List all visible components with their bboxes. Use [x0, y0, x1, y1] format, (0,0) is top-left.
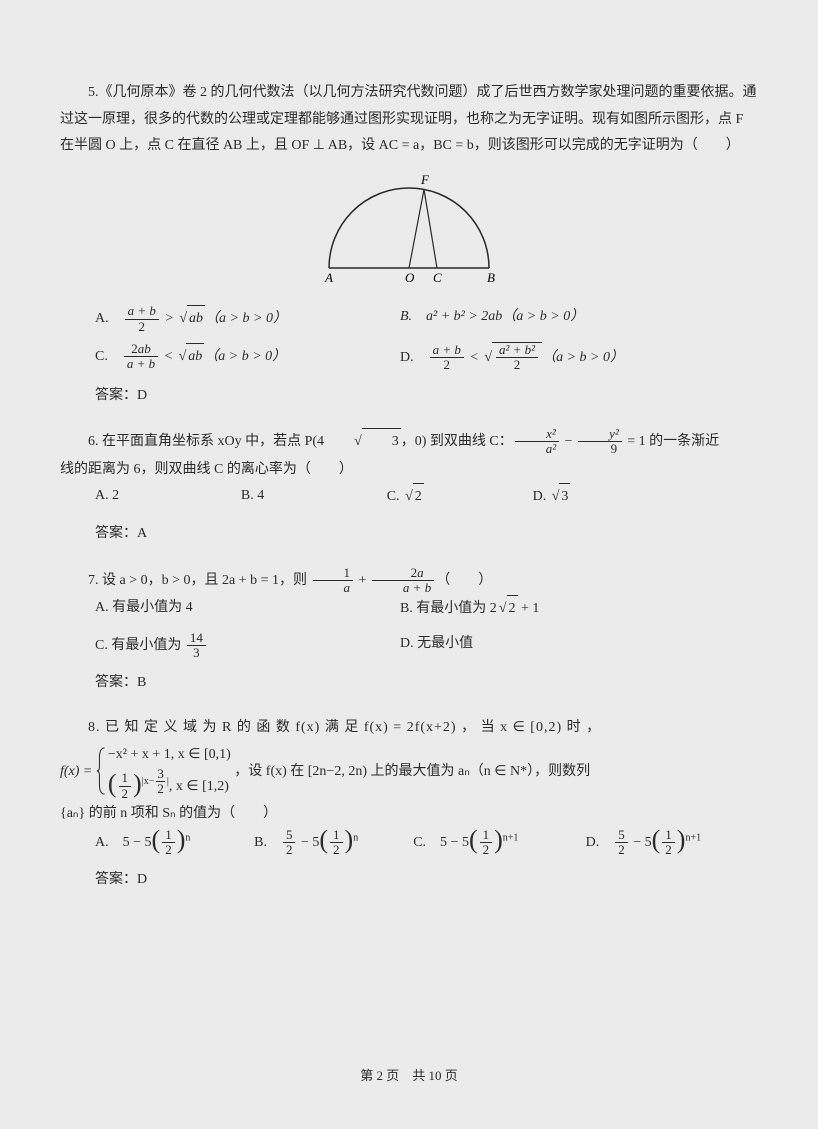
q6-answer: 答案：A — [95, 521, 758, 548]
q8-stem-2: f(x) = −x² + x + 1, x ∈ [0,1) (12)|x−32|… — [60, 742, 758, 802]
q6-opt-c: C. 2 — [387, 483, 533, 511]
q6-opt-a: A. 2 — [95, 483, 241, 511]
question-8: 8. 已 知 定 义 域 为 R 的 函 数 f(x) 满 足 f(x) = 2… — [60, 715, 758, 894]
q7-options: A. 有最小值为 4 B. 有最小值为 22 + 1 C. 有最小值为 143 … — [95, 595, 758, 668]
question-5: 5.《几何原本》卷 2 的几何代数法（以几何方法研究代数问题）成了后世西方数学家… — [60, 80, 758, 409]
q8-opt-a: A. 5 − 5(12)n — [95, 828, 254, 858]
svg-text:O: O — [405, 270, 415, 285]
q6-stem: 6. 在平面直角坐标系 xOy 中，若点 P(43，0) 到双曲线 C：x²a²… — [60, 427, 758, 457]
q8-answer: 答案：D — [95, 867, 758, 894]
q6-stem-l2: 线的距离为 6，则双曲线 C 的离心率为（ ） — [60, 457, 758, 484]
q7-opt-b: B. 有最小值为 22 + 1 — [400, 595, 705, 623]
q6-opt-d: D. 3 — [533, 483, 679, 511]
q8-stem-1: 8. 已 知 定 义 域 为 R 的 函 数 f(x) 满 足 f(x) = 2… — [60, 715, 758, 742]
q8-opt-c: C. 5 − 5(12)n+1 — [413, 828, 585, 858]
q8-stem-3: {aₙ} 的前 n 项和 Sₙ 的值为（ ） — [60, 801, 758, 828]
q7-answer: 答案：B — [95, 670, 758, 697]
q5-opt-d: D. a + b2 < a² + b²2（a > b > 0） — [400, 342, 705, 373]
q8-options: A. 5 − 5(12)n B. 52 − 5(12)n C. 5 − 5(12… — [95, 828, 758, 866]
q5-answer: 答案：D — [95, 383, 758, 410]
q6-options: A. 2 B. 4 C. 2 D. 3 — [95, 483, 758, 519]
q5-stem: 5.《几何原本》卷 2 的几何代数法（以几何方法研究代数问题）成了后世西方数学家… — [60, 80, 758, 160]
svg-text:B: B — [487, 270, 495, 285]
page-footer: 第 2 页 共 10 页 — [0, 1064, 818, 1089]
q5-options: A. a + b2 > ab（a > b > 0） B. a² + b² > 2… — [95, 304, 758, 380]
svg-text:F: F — [420, 172, 430, 187]
question-7: 7. 设 a > 0，b > 0，且 2a + b = 1，则 1a + 2aa… — [60, 566, 758, 697]
svg-text:C: C — [433, 270, 442, 285]
svg-text:A: A — [324, 270, 333, 285]
q7-opt-d: D. 无最小值 — [400, 631, 705, 661]
q6-opt-b: B. 4 — [241, 483, 387, 511]
q8-opt-b: B. 52 − 5(12)n — [254, 828, 413, 858]
q5-diagram: A O C B F — [60, 168, 758, 299]
q5-opt-b: B. a² + b² > 2ab（a > b > 0） — [400, 304, 705, 334]
question-6: 6. 在平面直角坐标系 xOy 中，若点 P(43，0) 到双曲线 C：x²a²… — [60, 427, 758, 547]
q5-opt-c: C. 2aba + b < ab（a > b > 0） — [95, 342, 400, 373]
q8-opt-d: D. 52 − 5(12)n+1 — [586, 828, 745, 858]
q5-opt-a: A. a + b2 > ab（a > b > 0） — [95, 304, 400, 334]
q7-opt-a: A. 有最小值为 4 — [95, 595, 400, 623]
q7-opt-c: C. 有最小值为 143 — [95, 631, 400, 661]
q7-stem: 7. 设 a > 0，b > 0，且 2a + b = 1，则 1a + 2aa… — [60, 566, 758, 596]
